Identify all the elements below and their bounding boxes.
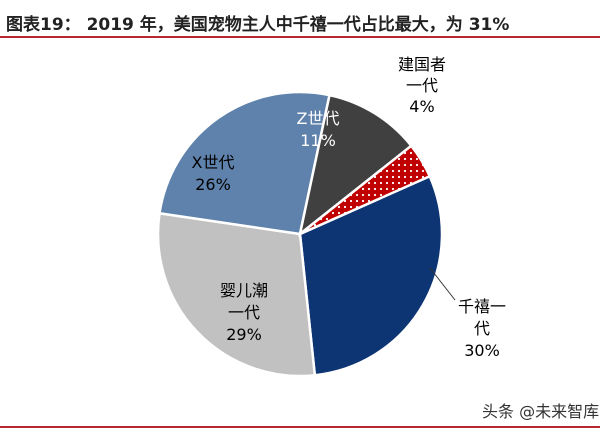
slice-value-label: 26% xyxy=(195,175,231,194)
slice-category-label: 代 xyxy=(474,319,490,338)
watermark: 头条 @未来智库 xyxy=(482,402,600,421)
slice-category-label: 一代 xyxy=(406,76,438,95)
slice-value-label: 11% xyxy=(300,131,336,150)
title-divider xyxy=(0,36,600,38)
pie-slice xyxy=(299,144,432,236)
pie-slice xyxy=(158,90,332,236)
slice-category-label: 一代 xyxy=(228,303,260,322)
footer-divider xyxy=(0,426,600,428)
slice-category-label: Z世代 xyxy=(297,109,340,128)
figure-title: 图表19： 2019 年，美国宠物主人中千禧一代占比最大，为 31% xyxy=(6,15,510,35)
slice-category-label: X世代 xyxy=(192,153,235,172)
pie-slice xyxy=(156,211,317,378)
slice-value-label: 30% xyxy=(464,341,500,360)
slice-category-label: 千禧一 xyxy=(458,297,506,316)
slice-category-label: 建国者 xyxy=(398,55,446,74)
slice-value-label: 29% xyxy=(226,325,262,344)
pie-slices xyxy=(156,90,444,378)
slice-category-label: 婴儿潮 xyxy=(220,281,268,300)
pie-slice xyxy=(298,174,444,377)
pie-slice xyxy=(298,93,414,238)
slice-value-label: 4% xyxy=(409,97,434,116)
figure-header: 图表19： 2019 年，美国宠物主人中千禧一代占比最大，为 31% xyxy=(0,0,600,35)
label-leader-line xyxy=(429,267,456,301)
